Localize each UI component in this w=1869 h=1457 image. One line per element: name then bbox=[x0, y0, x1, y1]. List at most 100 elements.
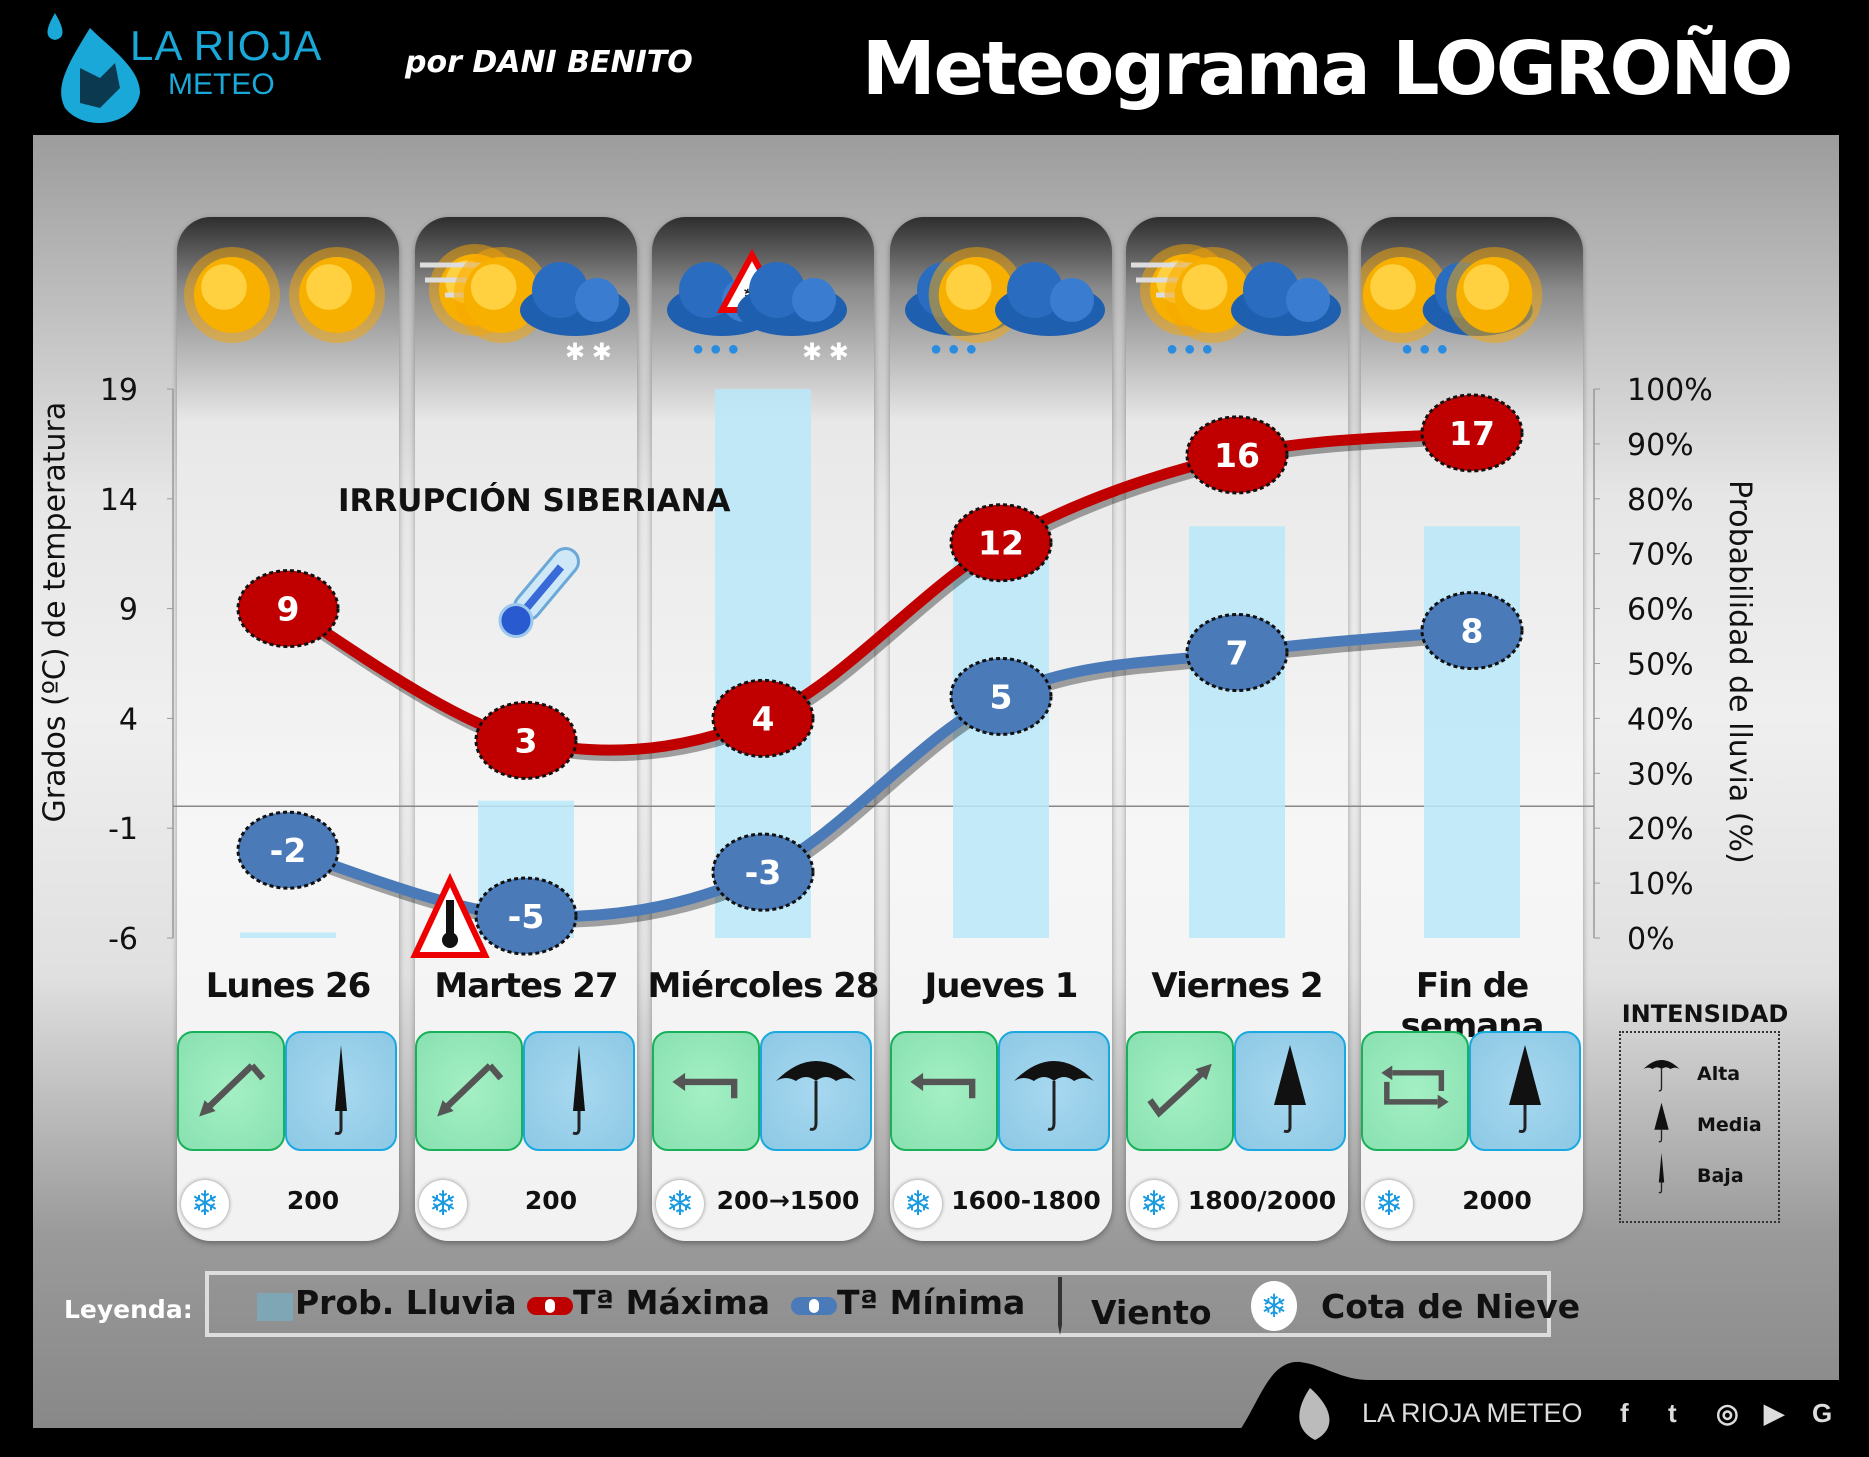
snowflake-icon: ❄ bbox=[1130, 1180, 1178, 1228]
frozen-thermometer-icon bbox=[498, 547, 580, 639]
max-temp-marker bbox=[236, 569, 340, 649]
day-label: Miércoles 28 bbox=[647, 966, 880, 1006]
y-right-tick-label: 80% bbox=[1627, 483, 1694, 518]
intensity-title: INTENSIDAD bbox=[1621, 1000, 1789, 1028]
weather-icon-group: ● ● ● bbox=[1353, 225, 1581, 390]
svg-text:● ● ●: ● ● ● bbox=[1401, 338, 1448, 360]
y-right-tick-label: 70% bbox=[1627, 538, 1694, 573]
legend-wind-icon bbox=[1058, 1277, 1062, 1335]
snowflake-icon: ❄ bbox=[656, 1180, 704, 1228]
legend-max-swatch bbox=[527, 1297, 573, 1315]
page-title: Meteograma LOGROÑO bbox=[862, 26, 1793, 112]
svg-text:✱ ✱: ✱ ✱ bbox=[565, 339, 612, 366]
min-temp-label: -3 bbox=[745, 853, 782, 892]
y-tick-label: -1 bbox=[108, 812, 138, 847]
legend-rain-swatch bbox=[257, 1293, 293, 1321]
legend-title: Leyenda: bbox=[64, 1295, 193, 1324]
weather-icon-group: ✱ ✱ bbox=[415, 225, 635, 390]
weather-icon-group bbox=[177, 225, 397, 390]
wind-direction-icon bbox=[652, 1031, 760, 1151]
max-temp-label: 3 bbox=[515, 721, 538, 760]
y-tick-label: -6 bbox=[108, 922, 138, 957]
rain-probability-bar bbox=[240, 932, 336, 938]
weather-icon-group: ● ● ● bbox=[1126, 225, 1346, 390]
max-temp-label: 9 bbox=[277, 590, 300, 629]
rain-probability-bar bbox=[1189, 526, 1285, 938]
intensity-level: Media bbox=[1697, 1114, 1762, 1136]
legend-min-swatch bbox=[791, 1297, 837, 1315]
snow-level-value: 200→1500 bbox=[716, 1186, 860, 1215]
snowflake-icon: ❄ bbox=[1365, 1180, 1413, 1228]
legend-snowflake-icon: ❄ bbox=[1251, 1281, 1297, 1331]
rain-intensity-umbrella-icon bbox=[1234, 1031, 1346, 1151]
y-tick-label: 19 bbox=[100, 373, 138, 408]
y-tick-label: 9 bbox=[119, 593, 138, 628]
logo-text-line1: LA RIOJA bbox=[130, 22, 323, 69]
max-temp-marker bbox=[474, 700, 578, 780]
y-right-tick-label: 100% bbox=[1627, 373, 1713, 408]
svg-text:● ● ●: ● ● ● bbox=[1166, 338, 1213, 360]
max-temp-marker bbox=[711, 678, 815, 758]
twitter-icon[interactable]: t bbox=[1668, 1398, 1677, 1428]
max-temp-line bbox=[285, 427, 1473, 756]
y-right-tick-label: 20% bbox=[1627, 812, 1694, 847]
min-temp-marker bbox=[474, 876, 578, 956]
max-temp-label: 4 bbox=[752, 699, 775, 738]
y-right-tick-label: 90% bbox=[1627, 428, 1694, 463]
min-temp-label: 7 bbox=[1226, 634, 1249, 673]
footer-brand: LA RIOJA METEO bbox=[1362, 1398, 1583, 1428]
min-temp-marker bbox=[1185, 613, 1289, 693]
max-temp-marker bbox=[1185, 415, 1289, 495]
intensity-level: Baja bbox=[1697, 1165, 1744, 1187]
snow-level-value: 200 bbox=[286, 1186, 340, 1215]
min-temp-label: -5 bbox=[508, 897, 545, 936]
instagram-icon[interactable]: ◎ bbox=[1716, 1398, 1739, 1428]
max-temp-label: 12 bbox=[978, 524, 1024, 563]
svg-text:● ● ●: ● ● ● bbox=[692, 338, 739, 360]
weather-icon-group: ❄✱ ✱● ● ● bbox=[652, 225, 872, 390]
intensity-legend: Alta Media Baja bbox=[1619, 1031, 1780, 1223]
facebook-icon[interactable]: f bbox=[1620, 1398, 1629, 1428]
legend-min-label: Tª Mínima bbox=[837, 1283, 1026, 1322]
min-temp-line bbox=[286, 625, 1473, 923]
legend-wind-label: Viento bbox=[1091, 1293, 1212, 1332]
umbrella-baja-icon bbox=[1639, 1151, 1684, 1196]
annotation-siberian: IRRUPCIÓN SIBERIANA bbox=[338, 483, 731, 519]
youtube-icon[interactable]: ▶ bbox=[1764, 1398, 1784, 1428]
y-tick-label: 14 bbox=[100, 483, 138, 518]
legend-rain-label: Prob. Lluvia bbox=[295, 1283, 517, 1322]
rain-intensity-umbrella-icon bbox=[523, 1031, 635, 1151]
rain-probability-bar bbox=[1424, 526, 1520, 938]
umbrella-alta-icon bbox=[1639, 1051, 1684, 1096]
intensity-level: Alta bbox=[1697, 1063, 1741, 1085]
min-temp-label: 8 bbox=[1461, 612, 1484, 651]
day-label: Viernes 2 bbox=[1151, 966, 1323, 1006]
snowflake-icon: ❄ bbox=[894, 1180, 942, 1228]
rain-intensity-umbrella-icon bbox=[285, 1031, 397, 1151]
day-label: Lunes 26 bbox=[205, 966, 372, 1006]
max-temp-marker bbox=[949, 503, 1053, 583]
google-icon[interactable]: G bbox=[1812, 1398, 1833, 1428]
y-right-tick-label: 50% bbox=[1627, 648, 1694, 683]
wind-direction-icon bbox=[1126, 1031, 1234, 1151]
svg-text:● ● ●: ● ● ● bbox=[930, 338, 977, 360]
min-temp-label: -2 bbox=[270, 831, 307, 870]
snow-level-value: 1800/2000 bbox=[1187, 1186, 1337, 1215]
rain-intensity-umbrella-icon bbox=[760, 1031, 872, 1151]
snow-level-value: 2000 bbox=[1462, 1186, 1532, 1215]
svg-text:✱ ✱: ✱ ✱ bbox=[802, 339, 849, 366]
logo-text-line2: METEO bbox=[168, 68, 275, 101]
wind-direction-icon bbox=[415, 1031, 523, 1151]
y-tick-label: 4 bbox=[119, 702, 138, 737]
author-byline: por DANI BENITO bbox=[405, 45, 693, 80]
min-temp-marker bbox=[1420, 591, 1524, 671]
wind-direction-icon bbox=[890, 1031, 998, 1151]
footer-band bbox=[1240, 1361, 1869, 1457]
snowflake-icon: ❄ bbox=[181, 1180, 229, 1228]
day-label: Jueves 1 bbox=[924, 966, 1079, 1006]
snowflake-icon: ❄ bbox=[419, 1180, 467, 1228]
min-temp-marker bbox=[711, 832, 815, 912]
min-temp-label: 5 bbox=[990, 677, 1013, 716]
legend-box: Prob. Lluvia Tª Máxima Tª Mínima Viento … bbox=[205, 1271, 1580, 1337]
